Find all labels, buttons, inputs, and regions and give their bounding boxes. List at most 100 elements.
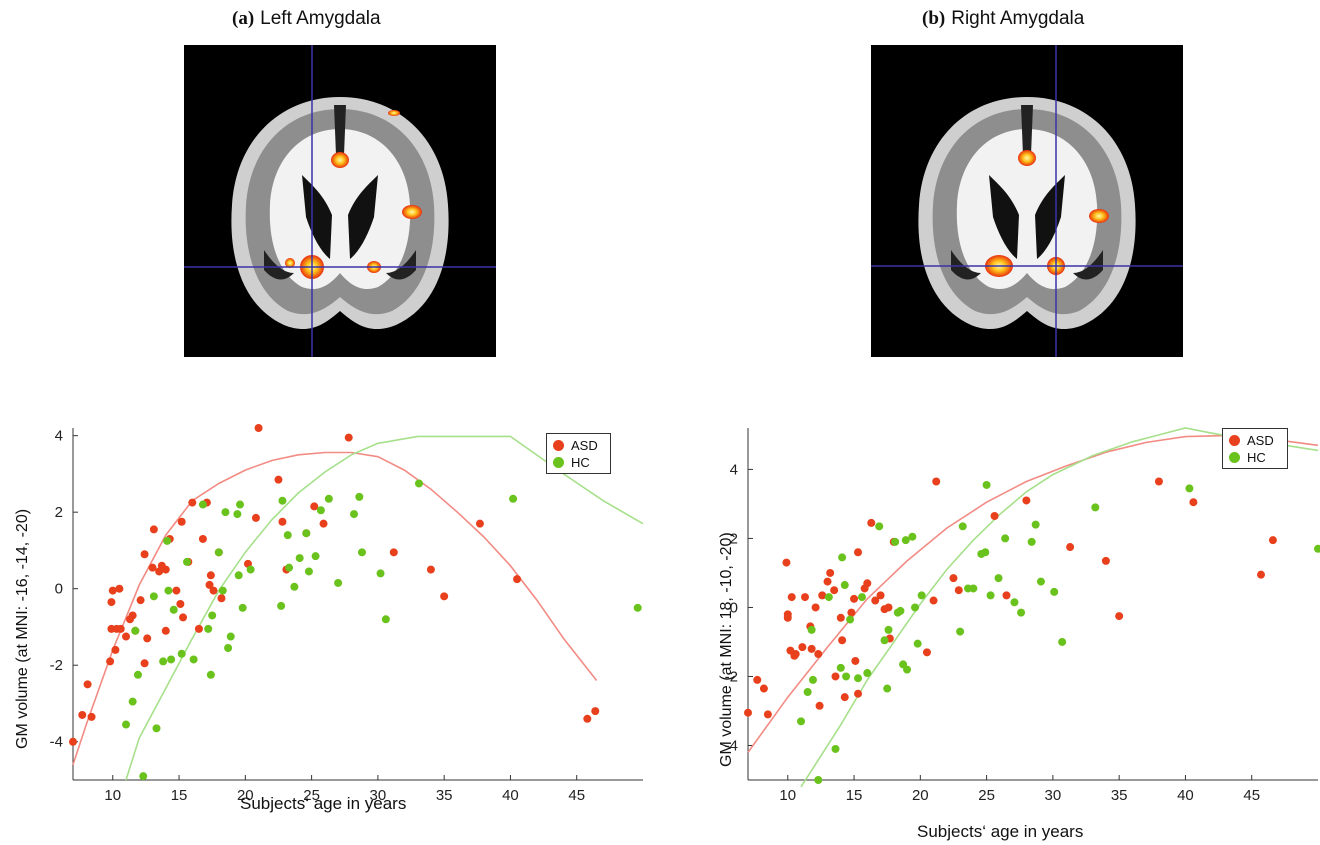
asd-point — [889, 537, 898, 546]
brain-slice — [871, 45, 1183, 357]
asd-point — [106, 657, 115, 666]
hc-point — [334, 578, 343, 587]
asd-point — [122, 632, 131, 641]
activation-cluster — [388, 110, 400, 116]
asd-point — [148, 563, 157, 572]
hc-point — [958, 522, 967, 531]
asd-point — [179, 613, 188, 622]
asd-point — [1101, 556, 1110, 565]
hc-point — [152, 724, 161, 733]
hc-point — [803, 688, 812, 696]
hc-point — [234, 571, 243, 580]
asd-point — [1268, 536, 1277, 545]
asd-point — [782, 558, 791, 567]
asd-point — [885, 634, 894, 643]
legend-b-asd-label: ASD — [1247, 433, 1274, 448]
x-tick-label: 25 — [978, 787, 995, 804]
asd-point — [165, 534, 174, 543]
x-tick-label: 10 — [104, 787, 121, 804]
asd-point — [763, 710, 772, 719]
asd-point — [107, 598, 116, 607]
asd-point — [786, 646, 795, 655]
hc-point — [238, 603, 247, 612]
asd-point — [1002, 591, 1011, 600]
asd-point — [209, 586, 218, 595]
panel-a-name: Left Amygdala — [260, 8, 381, 29]
midline-fissure — [1021, 105, 1033, 155]
asd-point — [157, 561, 166, 570]
hc-point — [1314, 544, 1320, 553]
legend-b-hc: HC — [1229, 449, 1281, 466]
hc-point — [414, 479, 423, 488]
asd-point — [344, 433, 353, 442]
left-ventricle — [989, 175, 1019, 259]
hc-point — [880, 636, 889, 645]
asd-point — [161, 626, 170, 635]
asd-point — [278, 517, 287, 526]
asd-point — [1022, 496, 1031, 505]
hc-point — [277, 601, 286, 610]
asd-point — [744, 708, 752, 717]
asd-point — [78, 710, 87, 719]
x-tick-label: 10 — [779, 787, 796, 804]
hc-point — [226, 632, 235, 641]
hc-point — [208, 611, 217, 620]
hc-point — [838, 553, 847, 562]
asd-point — [282, 565, 291, 574]
hc-point — [221, 508, 230, 517]
asd-point — [513, 575, 522, 584]
hc-point — [159, 657, 168, 666]
panel-a-y-axis-label: GM volume (at MNI: -16, -14, -20) — [14, 508, 31, 749]
activation-cluster — [285, 258, 295, 268]
asd-point — [140, 659, 149, 668]
y-tick-label: 4 — [55, 428, 63, 445]
hc-point — [285, 563, 294, 572]
asd-point — [184, 557, 193, 566]
asd-point — [790, 651, 799, 660]
hc-point — [1036, 577, 1045, 586]
hc-point — [324, 494, 333, 503]
y-tick-label: 2 — [55, 504, 63, 521]
legend-a-hc-label: HC — [571, 455, 590, 470]
asd-point — [840, 693, 849, 702]
hc-point — [911, 603, 920, 612]
hc-point — [246, 565, 255, 574]
hc-point — [206, 670, 215, 679]
asd-point — [823, 577, 832, 586]
hc-point — [1185, 484, 1194, 493]
right-sulcus — [386, 250, 416, 280]
hc-marker-icon — [1229, 452, 1240, 463]
hc-point — [1010, 598, 1019, 607]
hc-point — [295, 554, 304, 563]
asd-point — [177, 517, 186, 526]
hc-point — [917, 591, 926, 600]
asd-fit-line — [72, 451, 598, 765]
asd-point — [838, 636, 847, 645]
asd-point — [863, 579, 872, 588]
panel-b-y-axis-label: GM volume (at MNI: 18, -10, -20) — [718, 532, 735, 767]
asd-point — [83, 680, 92, 689]
asd-point — [814, 650, 823, 659]
asd-point — [876, 591, 885, 600]
panel-b-x-axis-label: Subjects‘ age in years — [917, 822, 1084, 841]
asd-point — [583, 714, 592, 723]
x-tick-label: 45 — [568, 787, 585, 804]
asd-point — [115, 584, 124, 593]
asd-point — [319, 519, 328, 528]
asd-point — [867, 518, 876, 527]
hc-point — [376, 569, 385, 578]
asd-marker-icon — [1229, 435, 1240, 446]
asd-point — [759, 684, 768, 693]
asd-point — [143, 634, 152, 643]
asd-point — [949, 574, 958, 583]
asd-point — [807, 644, 816, 653]
panel-b-letter: (b) — [922, 8, 946, 29]
left-amygdala-brain-image — [184, 45, 496, 357]
asd-point — [791, 650, 800, 659]
hc-point — [189, 655, 198, 664]
hc-point — [842, 672, 851, 681]
asd-point — [932, 477, 941, 486]
right-ventricle — [348, 175, 378, 259]
hc-point — [381, 615, 390, 624]
asd-point — [1066, 543, 1075, 552]
